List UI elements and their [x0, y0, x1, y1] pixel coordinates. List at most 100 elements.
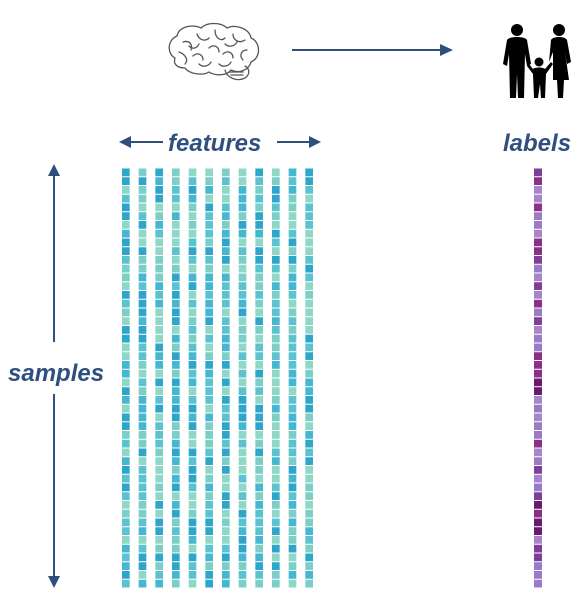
feature-cell — [138, 544, 147, 553]
label-cell — [534, 501, 542, 509]
feature-cell — [122, 509, 130, 518]
feature-cell — [272, 308, 280, 317]
feature-cell — [138, 221, 147, 229]
feature-cell — [188, 562, 197, 570]
feature-cell — [305, 509, 313, 518]
feature-cell — [155, 299, 163, 308]
feature-cell — [155, 571, 163, 579]
feature-cell — [172, 492, 180, 500]
features-label: features — [168, 130, 262, 157]
feature-cell — [138, 299, 147, 308]
feature-cell — [272, 474, 280, 483]
label-cell — [534, 247, 542, 255]
feature-cell — [222, 518, 230, 527]
feature-cell — [138, 501, 147, 509]
feature-cell — [172, 282, 180, 290]
feature-cell — [305, 544, 313, 553]
feature-cell — [222, 352, 230, 360]
feature-cell — [122, 221, 130, 229]
feature-cell — [172, 474, 180, 483]
feature-cell — [222, 439, 230, 448]
feature-cell — [155, 536, 163, 544]
feature-cell — [272, 361, 280, 369]
feature-cell — [255, 343, 263, 352]
feature-cell — [272, 509, 280, 518]
feature-cell — [238, 553, 247, 562]
feature-cell — [205, 527, 213, 535]
feature-cell — [305, 413, 313, 422]
feature-matrix — [122, 168, 313, 588]
feature-cell — [122, 212, 130, 220]
feature-cell — [255, 509, 263, 518]
feature-cell — [238, 168, 247, 177]
feature-cell — [222, 553, 230, 562]
feature-cell — [255, 177, 263, 185]
feature-cell — [188, 291, 197, 299]
feature-cell — [205, 448, 213, 457]
feature-cell — [288, 474, 297, 483]
feature-cell — [255, 282, 263, 290]
feature-cell — [288, 352, 297, 360]
feature-cell — [205, 194, 213, 203]
feature-cell — [172, 352, 180, 360]
feature-cell — [138, 168, 147, 177]
feature-cell — [172, 361, 180, 369]
feature-cell — [305, 431, 313, 439]
feature-cell — [222, 334, 230, 343]
label-cell — [534, 439, 542, 448]
feature-cell — [122, 308, 130, 317]
feature-cell — [138, 352, 147, 360]
feature-cell — [138, 448, 147, 457]
feature-cell — [188, 544, 197, 553]
feature-cell — [122, 483, 130, 492]
feature-cell — [272, 247, 280, 255]
feature-cell — [155, 527, 163, 535]
feature-cell — [305, 457, 313, 465]
feature-cell — [305, 361, 313, 369]
feature-cell — [288, 203, 297, 212]
feature-cell — [155, 544, 163, 553]
mapping-arrow — [292, 44, 453, 56]
feature-cell — [205, 256, 213, 264]
feature-cell — [272, 221, 280, 229]
feature-cell — [155, 229, 163, 238]
feature-cell — [188, 387, 197, 395]
label-cell — [534, 308, 542, 317]
feature-cell — [238, 221, 247, 229]
feature-cell — [305, 221, 313, 229]
feature-cell — [305, 282, 313, 290]
feature-cell — [155, 492, 163, 500]
feature-cell — [222, 536, 230, 544]
feature-cell — [138, 387, 147, 395]
feature-cell — [288, 448, 297, 457]
feature-cell — [305, 264, 313, 273]
feature-cell — [205, 544, 213, 553]
feature-cell — [305, 343, 313, 352]
feature-cell — [288, 562, 297, 570]
label-cell — [534, 378, 542, 387]
feature-cell — [255, 229, 263, 238]
feature-cell — [238, 466, 247, 474]
feature-cell — [172, 404, 180, 413]
feature-cell — [188, 177, 197, 185]
feature-cell — [172, 413, 180, 422]
feature-cell — [272, 273, 280, 282]
feature-cell — [138, 326, 147, 334]
feature-cell — [122, 553, 130, 562]
feature-cell — [272, 343, 280, 352]
feature-cell — [205, 483, 213, 492]
label-cell — [534, 291, 542, 299]
feature-cell — [238, 317, 247, 325]
feature-cell — [155, 431, 163, 439]
feature-cell — [255, 212, 263, 220]
feature-cell — [188, 396, 197, 404]
label-cell — [534, 544, 542, 553]
feature-cell — [238, 527, 247, 535]
feature-cell — [305, 501, 313, 509]
feature-cell — [188, 334, 197, 343]
feature-cell — [138, 203, 147, 212]
feature-cell — [122, 238, 130, 247]
feature-cell — [138, 177, 147, 185]
feature-cell — [155, 466, 163, 474]
feature-cell — [222, 186, 230, 194]
